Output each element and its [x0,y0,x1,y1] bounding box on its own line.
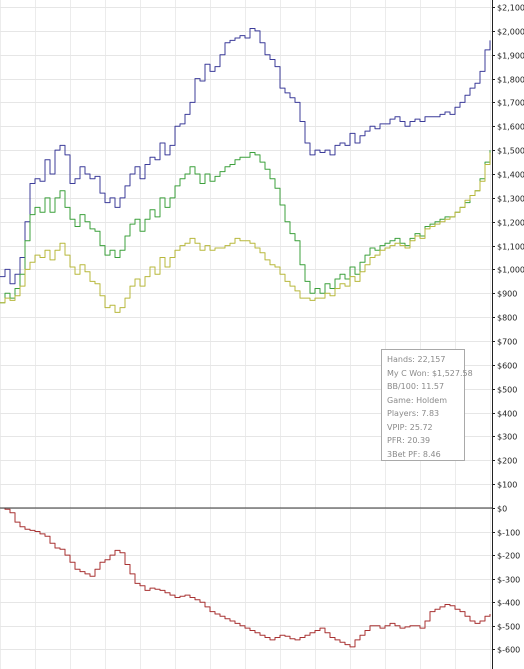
stats-value: 11.57 [421,382,445,391]
y-tick-label: $1,000 [497,266,524,275]
y-tick-label: $200 [497,457,517,466]
y-tick-label: $-200 [497,552,520,561]
series-line-2 [0,150,491,304]
net-line [0,507,491,648]
y-tick-label: $-500 [497,623,520,632]
y-tick-label: $1,500 [497,147,524,156]
stats-value: 7.83 [421,409,440,418]
y-tick-label: $600 [497,362,517,371]
stats-tooltip: Hands: 22,157 My C Won: $1,527.58 BB/100… [381,349,473,462]
y-tick-label: $0 [497,505,507,514]
stats-row-game: Game: Holdem [387,394,464,408]
y-tick-label: $500 [497,386,517,395]
y-tick-label: $400 [497,410,517,419]
stats-value: 20.39 [407,436,431,445]
y-tick-label: $-100 [497,529,520,538]
stats-label: VPIP [387,422,405,432]
stats-label: PFR [387,436,402,445]
stats-label: Hands [387,355,413,364]
stats-row-bb100: BB/100: 11.57 [387,380,464,394]
y-tick-label: $300 [497,433,517,442]
stats-row-pfr: PFR: 20.39 [387,434,464,448]
y-tick-label: $-300 [497,576,520,585]
y-tick-label: $1,600 [497,123,524,132]
y-tick-label: $800 [497,314,517,323]
stats-row-hands: Hands: 22,157 [387,353,464,367]
y-tick-label: $1,700 [497,99,524,108]
y-tick-label: $700 [497,338,517,347]
series-line-1 [0,28,491,285]
stats-row-3bet-pf: 3Bet PF: 8.46 [387,448,464,462]
y-tick-label: $1,300 [497,195,524,204]
y-tick-label: $900 [497,290,517,299]
stats-label: My C Won [387,368,427,378]
stats-label: Game [387,395,411,405]
y-tick-label: $-600 [497,646,520,655]
stats-value: Holdem [416,395,448,405]
y-tick-label: $2,000 [497,28,524,37]
stats-label: Players [387,409,417,418]
stats-label: BB/100 [387,382,416,391]
series-line-3 [0,152,491,313]
stats-label: 3Bet PF [387,449,418,459]
stats-row-players: Players: 7.83 [387,407,464,421]
stats-row-my-c-won: My C Won: $1,527.58 [387,367,473,381]
y-tick-label: $100 [497,481,517,490]
y-tick-label: $2,100 [497,4,524,13]
y-axis-tick-labels: $100 $200 $300 $400 $500 $600 $700 $800 $900 $1,0… [492,4,524,655]
vertical-gridlines [0,0,491,669]
stats-value: 8.46 [422,449,441,459]
y-tick-label: $1,800 [497,76,524,85]
y-tick-label: $1,400 [497,171,524,180]
stats-value: $1,527.58 [431,368,473,378]
stats-row-vpip: VPIP: 25.72 [387,421,464,435]
y-tick-label: $1,900 [497,52,524,61]
series-lines [0,28,491,648]
stats-value: 25.72 [409,422,433,432]
stats-value: 22,157 [417,355,446,364]
y-tick-label: $-400 [497,599,520,608]
y-tick-label: $1,100 [497,243,524,252]
y-tick-label: $1,200 [497,219,524,228]
